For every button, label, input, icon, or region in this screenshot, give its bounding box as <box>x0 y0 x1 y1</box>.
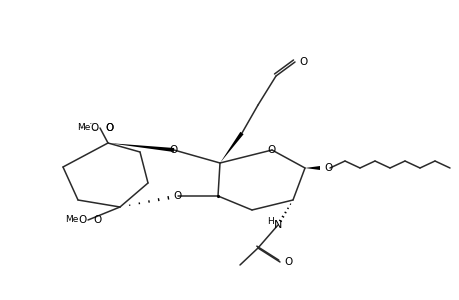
Text: O: O <box>174 191 182 201</box>
Text: O: O <box>90 123 99 133</box>
Text: Me: Me <box>66 214 79 224</box>
Polygon shape <box>304 166 319 170</box>
Text: O: O <box>284 257 292 267</box>
Text: methoxy: methoxy <box>93 129 99 130</box>
Text: O: O <box>169 145 178 155</box>
Text: O: O <box>323 163 331 173</box>
Text: Me: Me <box>78 122 91 131</box>
Text: H: H <box>267 218 274 226</box>
Text: methoxy: methoxy <box>78 126 85 128</box>
Text: O: O <box>299 57 308 67</box>
Polygon shape <box>219 132 243 163</box>
Text: O: O <box>93 215 101 225</box>
Text: O: O <box>78 215 87 225</box>
Text: O: O <box>105 123 113 133</box>
Text: O: O <box>105 123 113 133</box>
Polygon shape <box>108 143 174 152</box>
Text: O: O <box>267 145 275 155</box>
Text: N: N <box>273 220 281 230</box>
Text: methoxy: methoxy <box>90 122 96 124</box>
